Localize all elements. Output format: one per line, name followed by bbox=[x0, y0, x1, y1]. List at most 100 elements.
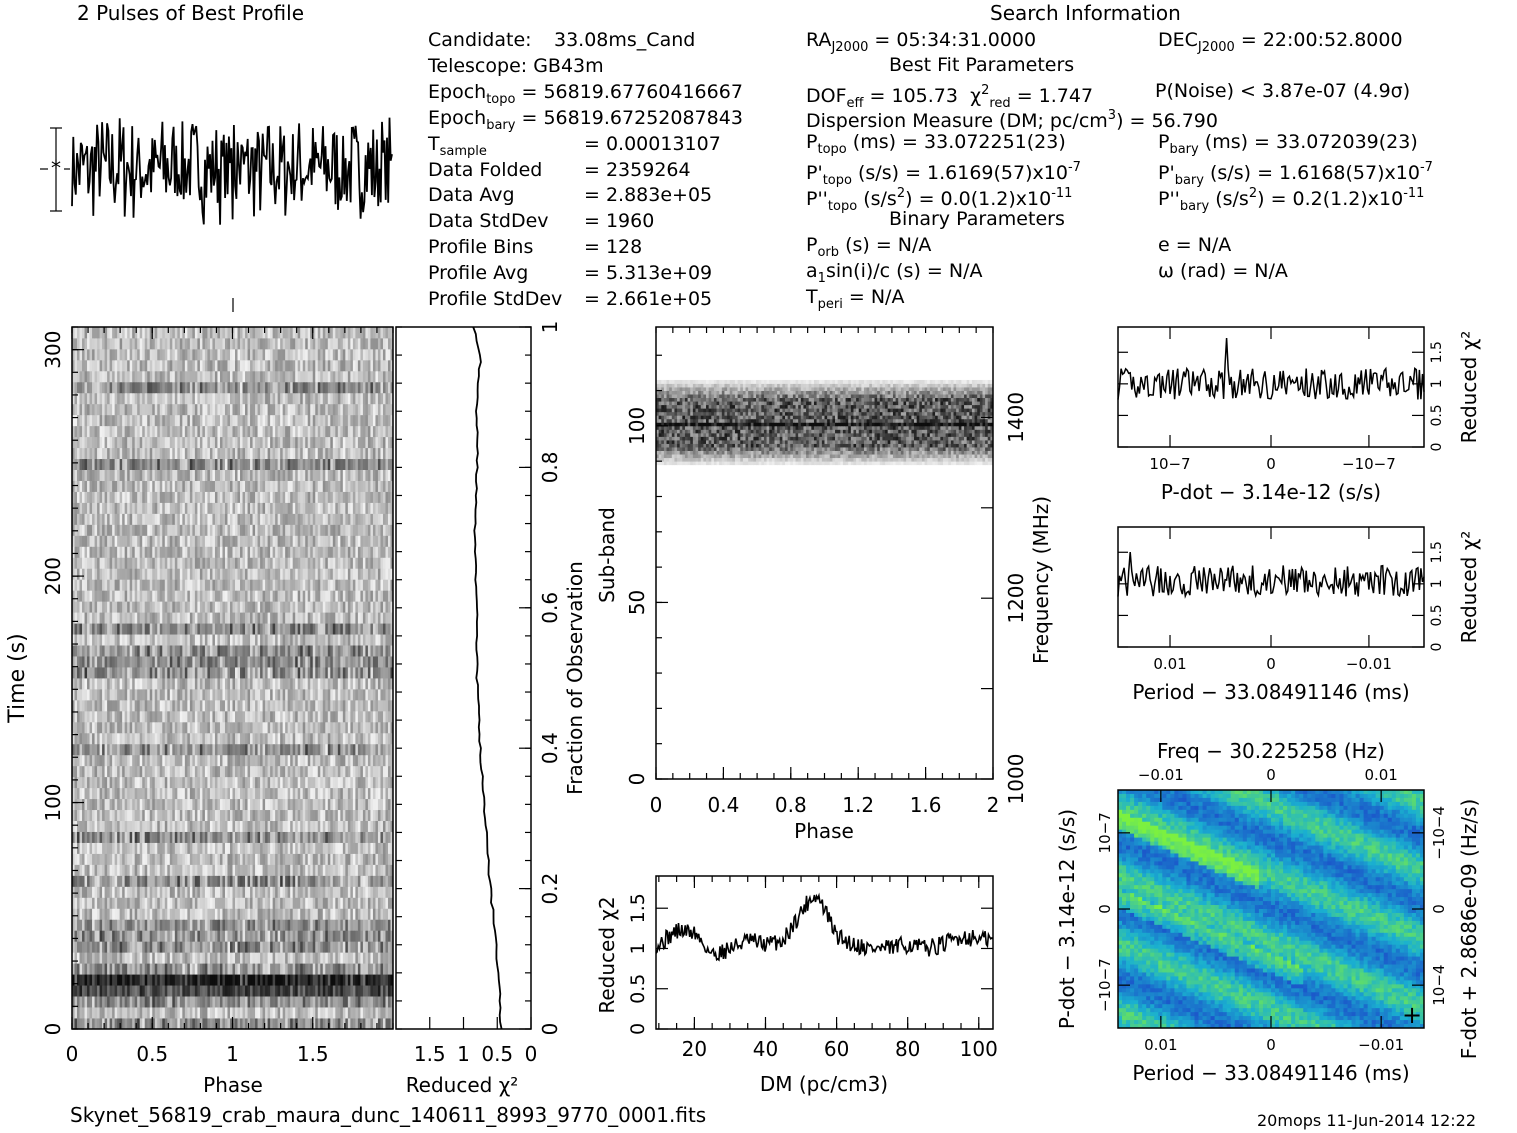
time-phase-pixel bbox=[92, 820, 95, 832]
time-phase-pixel bbox=[92, 732, 95, 745]
time-phase-pixel bbox=[375, 886, 379, 898]
time-phase-pixel bbox=[147, 897, 151, 909]
time-phase-pixel bbox=[282, 1007, 286, 1019]
time-phase-pixel bbox=[127, 765, 131, 778]
time-phase-pixel bbox=[124, 974, 128, 986]
time-phase-pixel bbox=[277, 985, 281, 997]
time-phase-pixel bbox=[199, 886, 203, 898]
time-phase-pixel bbox=[77, 623, 80, 635]
time-phase-pixel bbox=[262, 656, 266, 668]
time-phase-pixel bbox=[157, 721, 161, 734]
time-phase-pixel bbox=[159, 864, 163, 876]
time-phase-pixel bbox=[322, 886, 326, 898]
time-phase-pixel bbox=[227, 1018, 231, 1030]
time-phase-pixel bbox=[277, 710, 281, 723]
time-phase-pixel bbox=[102, 688, 105, 701]
time-phase-pixel bbox=[109, 601, 113, 613]
time-phase-pixel bbox=[277, 875, 281, 887]
time-phase-pixel bbox=[255, 985, 258, 997]
time-phase-pixel bbox=[142, 996, 146, 1008]
time-phase-pixel bbox=[162, 699, 166, 712]
time-phase-pixel bbox=[207, 864, 211, 876]
time-phase-pixel bbox=[307, 996, 311, 1008]
time-phase-pixel bbox=[152, 963, 156, 975]
time-phase-pixel bbox=[87, 963, 90, 975]
time-phase-pixel bbox=[272, 688, 276, 701]
time-phase-pixel bbox=[162, 754, 166, 767]
time-phase-pixel bbox=[342, 765, 346, 778]
time-phase-pixel bbox=[347, 875, 351, 887]
time-phase-pixel bbox=[322, 820, 326, 832]
time-phase-pixel bbox=[184, 623, 188, 635]
candidate-info-label: Candidate: bbox=[428, 29, 532, 51]
time-phase-pixel bbox=[194, 721, 198, 734]
time-phase-pixel bbox=[172, 776, 176, 789]
time-phase-pixel bbox=[124, 941, 128, 953]
time-phase-pixel bbox=[164, 754, 168, 767]
time-phase-pixel bbox=[315, 996, 319, 1008]
time-phase-pixel bbox=[109, 996, 113, 1008]
time-phase-pixel bbox=[212, 809, 216, 821]
time-phase-pixel bbox=[257, 765, 261, 778]
time-phase-pixel bbox=[260, 908, 263, 920]
time-phase-pixel bbox=[382, 721, 386, 734]
time-phase-pixel bbox=[134, 787, 138, 800]
time-phase-pixel bbox=[214, 765, 218, 778]
time-phase-pixel bbox=[260, 656, 263, 668]
time-phase-pixel bbox=[172, 798, 176, 811]
time-phase-pixel bbox=[87, 820, 90, 832]
time-phase-pixel bbox=[380, 919, 384, 931]
time-phase-pixel bbox=[214, 985, 218, 997]
time-phase-pixel bbox=[367, 985, 371, 997]
time-phase-pixel bbox=[197, 798, 201, 811]
time-phase-pixel bbox=[235, 842, 238, 854]
time-phase-pixel bbox=[129, 908, 133, 920]
time-phase-pixel bbox=[197, 820, 201, 832]
time-phase-pixel bbox=[245, 941, 248, 953]
time-phase-pixel bbox=[265, 656, 269, 668]
time-phase-pixel bbox=[177, 678, 181, 690]
time-phase-pixel bbox=[292, 1007, 296, 1019]
time-phase-pixel bbox=[89, 820, 93, 832]
time-phase-pixel bbox=[159, 634, 163, 646]
time-phase-pixel bbox=[127, 985, 131, 997]
time-phase-pixel bbox=[102, 820, 105, 832]
time-phase-pixel bbox=[372, 732, 376, 745]
time-phase-pixel bbox=[132, 612, 136, 624]
time-phase-pixel bbox=[154, 919, 158, 931]
time-phase-pixel bbox=[270, 963, 274, 975]
time-phase-pixel bbox=[335, 831, 339, 843]
time-phase-pixel bbox=[104, 798, 108, 811]
time-phase-pixel bbox=[229, 941, 233, 953]
time-phase-pixel bbox=[144, 623, 148, 635]
time-phase-pixel bbox=[137, 1018, 141, 1030]
time-phase-pixel bbox=[232, 985, 236, 997]
time-phase-pixel bbox=[377, 908, 381, 920]
time-phase-pixel bbox=[235, 930, 238, 942]
time-phase-pixel bbox=[109, 886, 113, 898]
time-phase-pixel bbox=[169, 952, 173, 964]
time-phase-pixel bbox=[365, 864, 369, 876]
time-phase-pixel bbox=[192, 601, 196, 613]
time-phase-pixel bbox=[357, 754, 361, 767]
time-phase-pixel bbox=[147, 853, 151, 865]
time-phase-pixel bbox=[330, 897, 334, 909]
time-phase-pixel bbox=[82, 798, 85, 811]
time-phase-pixel bbox=[107, 721, 111, 734]
time-phase-pixel bbox=[199, 699, 203, 712]
time-phase-pixel bbox=[300, 842, 304, 854]
time-phase-pixel bbox=[209, 897, 213, 909]
time-phase-pixel bbox=[134, 996, 138, 1008]
time-phase-pixel bbox=[204, 842, 208, 854]
time-phase-pixel bbox=[322, 688, 326, 701]
time-phase-pixel bbox=[184, 820, 188, 832]
time-phase-pixel bbox=[270, 952, 274, 964]
time-phase-pixel bbox=[355, 886, 359, 898]
time-phase-pixel bbox=[255, 721, 258, 734]
time-phase-pixel bbox=[207, 699, 211, 712]
time-phase-pixel bbox=[164, 919, 168, 931]
time-phase-pixel bbox=[325, 667, 329, 679]
time-phase-pixel bbox=[342, 897, 346, 909]
time-phase-pixel bbox=[312, 875, 316, 887]
time-phase-pixel bbox=[77, 864, 80, 876]
